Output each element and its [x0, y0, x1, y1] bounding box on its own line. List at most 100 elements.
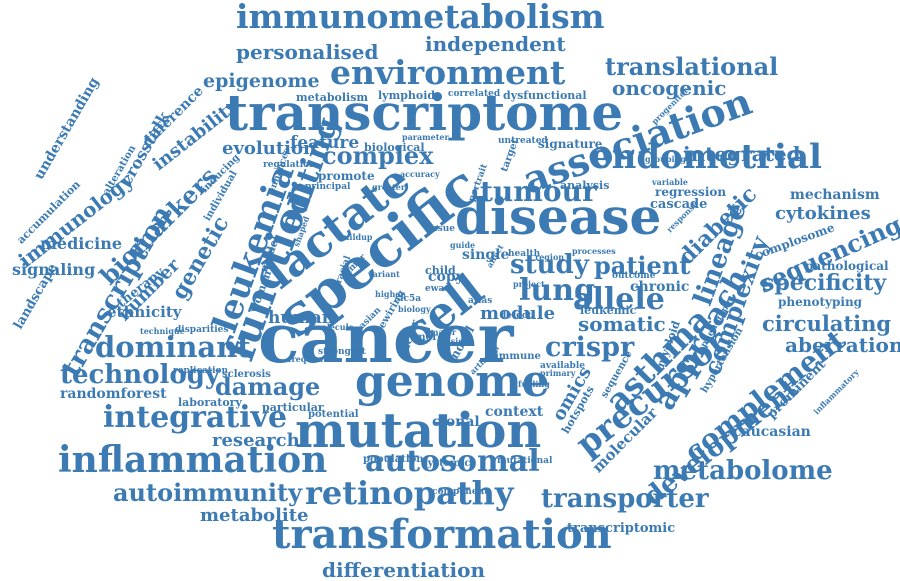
word: technique — [140, 326, 185, 336]
word: crispr — [545, 332, 635, 363]
word: specificity — [762, 270, 887, 296]
word: integrated — [683, 142, 801, 166]
word: mutational — [497, 456, 553, 466]
word: grouping — [645, 154, 687, 164]
word: somatic — [578, 312, 666, 336]
word: endometrial — [590, 137, 822, 177]
word: signature — [538, 137, 603, 151]
word: cancer — [258, 299, 514, 379]
word: variant — [368, 269, 400, 279]
word: detect — [500, 311, 532, 321]
word: chronic — [630, 279, 690, 295]
word: variable — [652, 177, 688, 187]
word: strongest — [318, 347, 366, 357]
word: damage — [215, 372, 321, 401]
word: atlas — [468, 296, 493, 306]
word: analysis — [560, 179, 610, 192]
word: epigenome — [203, 70, 320, 92]
word: independent — [425, 32, 566, 56]
word: immune — [495, 351, 541, 362]
word: region — [535, 252, 565, 262]
word: integrative — [103, 400, 288, 435]
word: transporter — [541, 484, 709, 514]
word: aberration — [785, 333, 900, 357]
word: greater — [372, 182, 406, 192]
word: transcriptomic — [567, 521, 676, 536]
word: pathological — [805, 259, 889, 273]
word: metabolism — [296, 91, 369, 104]
word: copy — [428, 269, 464, 285]
word: project — [513, 279, 545, 289]
word: ethnicity — [107, 303, 182, 321]
word: signaling — [12, 260, 96, 279]
word: circulating — [762, 311, 892, 336]
word: health — [508, 249, 541, 259]
word: principal — [305, 182, 351, 192]
word: complex — [322, 141, 434, 170]
word: regulation — [263, 160, 316, 170]
word: autoimmunity — [113, 478, 303, 507]
word: personalised — [236, 40, 379, 64]
word: autosomal — [365, 444, 540, 479]
word: dysfunctional — [503, 89, 587, 102]
word: lung — [519, 273, 595, 308]
word: biological — [364, 141, 425, 154]
word: processes — [572, 246, 616, 256]
word: allele — [573, 282, 665, 317]
word: dominant — [95, 330, 251, 364]
word: child — [425, 264, 456, 277]
word: retinopathy — [305, 474, 514, 512]
word: biology — [398, 304, 431, 314]
word: disease — [455, 187, 662, 246]
word: feature — [290, 133, 360, 153]
word: correlated — [448, 89, 501, 99]
word: disparities — [175, 325, 229, 335]
word: environment — [330, 53, 566, 92]
word: slc5a — [395, 294, 422, 304]
word: outcome — [612, 271, 656, 281]
word: cascade — [650, 197, 708, 212]
word: mutation — [295, 403, 542, 459]
word: replication — [173, 366, 229, 376]
word: basis — [440, 336, 463, 346]
word: systemic — [422, 458, 471, 469]
word: potential — [308, 409, 359, 420]
word: module — [480, 303, 556, 324]
word: laboratory — [178, 396, 242, 409]
word: transcriptome — [225, 83, 624, 142]
word: untreated — [498, 136, 548, 146]
word: oncogenic — [612, 76, 727, 100]
word: promote — [318, 169, 375, 183]
word: caucasian — [733, 424, 811, 440]
word: cytokines — [775, 203, 871, 224]
word: transformation — [272, 511, 612, 558]
word: context — [485, 404, 544, 420]
word: randomforest — [60, 386, 167, 402]
word: ewas — [425, 284, 450, 294]
word: differentiation — [322, 558, 486, 581]
word: clonal — [432, 414, 480, 430]
word: major — [430, 327, 457, 337]
word: study — [510, 250, 589, 280]
word: component — [432, 487, 489, 497]
word: patient — [594, 251, 691, 280]
word: leukemic — [580, 304, 637, 317]
word: tumour — [480, 175, 597, 208]
word: guide — [450, 240, 476, 250]
word: more — [415, 332, 444, 343]
word: metabolome — [653, 456, 833, 486]
word: parameter — [402, 132, 449, 142]
word: tissue — [425, 224, 455, 234]
word: sclerosis — [222, 369, 271, 380]
word: buildup — [338, 232, 373, 242]
word: fueling — [518, 379, 550, 389]
word: genome — [355, 356, 550, 407]
word: human — [268, 308, 335, 328]
word: understanding — [31, 74, 103, 183]
word: evolution — [222, 138, 317, 159]
word: single — [462, 247, 510, 263]
word: primary — [540, 368, 576, 378]
word: lymphoid — [378, 89, 436, 102]
word: inflammation — [58, 439, 328, 481]
